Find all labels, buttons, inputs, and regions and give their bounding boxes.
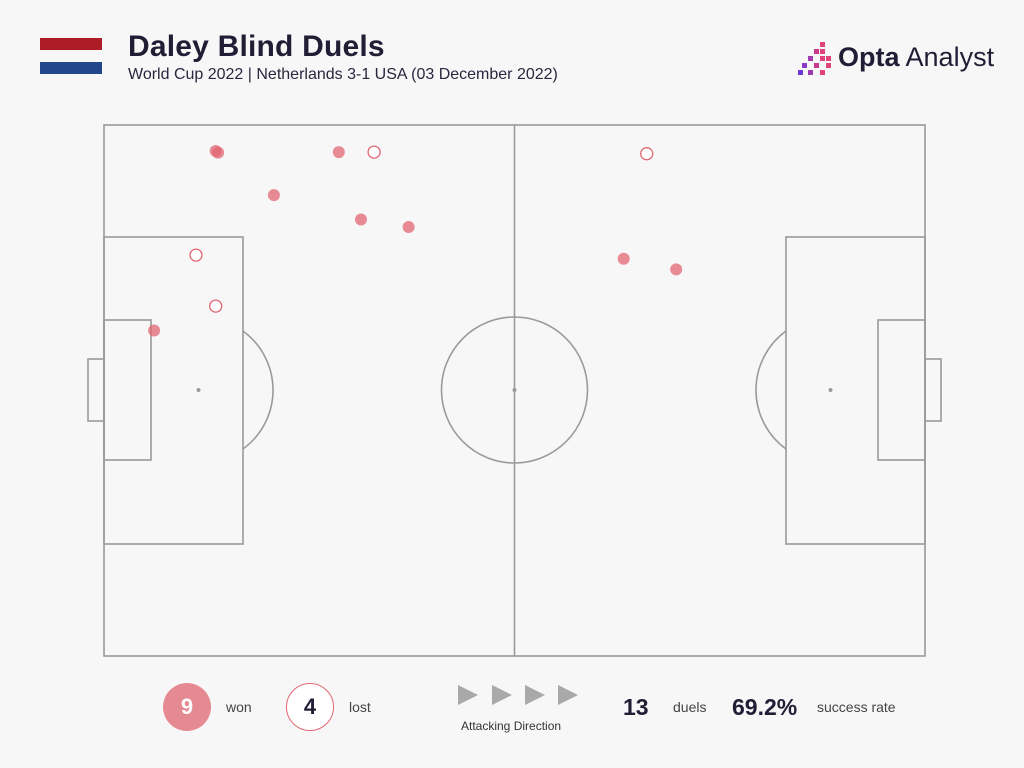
attacking-direction-arrows (458, 685, 578, 705)
duel-won-point (355, 213, 367, 226)
success-rate-value: 69.2% (732, 694, 798, 720)
netherlands-flag (40, 38, 102, 76)
duel-won-point (332, 146, 345, 159)
duels-count: 13 (623, 694, 649, 720)
duel-lost-point (367, 145, 381, 159)
brand-name: Opta Analyst (838, 42, 994, 73)
duel-won-point (617, 252, 630, 265)
arrow-icon (558, 685, 578, 705)
chart-subtitle: World Cup 2022 | Netherlands 3-1 USA (03… (128, 66, 558, 83)
right-penalty-area (785, 236, 926, 545)
opta-analyst-logo: Opta Analyst (798, 40, 998, 80)
center-spot (512, 388, 517, 392)
duel-won-point (670, 263, 683, 276)
left-six-yard-box (103, 319, 152, 461)
duel-won-point (402, 221, 415, 233)
brand-bold: Opta (838, 42, 900, 72)
duel-points (148, 145, 683, 337)
duel-won-point (212, 146, 225, 159)
left-penalty-area (103, 236, 244, 545)
success-rate-label: success rate (817, 699, 896, 715)
duel-won-point (267, 189, 280, 202)
arrow-icon (492, 685, 512, 705)
lost-count-badge: 4 (286, 683, 334, 731)
flag-stripe-white (40, 50, 102, 62)
won-count-badge: 9 (163, 683, 211, 731)
duel-lost-point (209, 299, 223, 313)
arrow-icon (458, 685, 478, 705)
duel-lost-point (640, 147, 654, 161)
right-penalty-arc (755, 330, 787, 450)
duels-label: duels (673, 699, 707, 715)
duel-won-point (148, 324, 161, 337)
right-goal (924, 358, 942, 422)
flag-stripe-red (40, 38, 102, 50)
flag-stripe-blue (40, 62, 102, 74)
left-penalty-spot (196, 388, 201, 392)
arrow-icon (525, 685, 545, 705)
right-penalty-spot (828, 388, 833, 392)
center-circle (440, 316, 589, 464)
won-label: won (226, 699, 252, 715)
right-six-yard-box (877, 319, 926, 461)
lost-label: lost (349, 699, 371, 715)
chart-title: Daley Blind Duels (128, 30, 385, 63)
left-penalty-arc (242, 330, 274, 450)
opta-logo-icon (798, 42, 831, 75)
attacking-direction-label: Attacking Direction (461, 719, 562, 733)
left-goal (87, 358, 105, 422)
duel-lost-point (189, 248, 203, 262)
brand-light: Analyst (899, 42, 995, 72)
